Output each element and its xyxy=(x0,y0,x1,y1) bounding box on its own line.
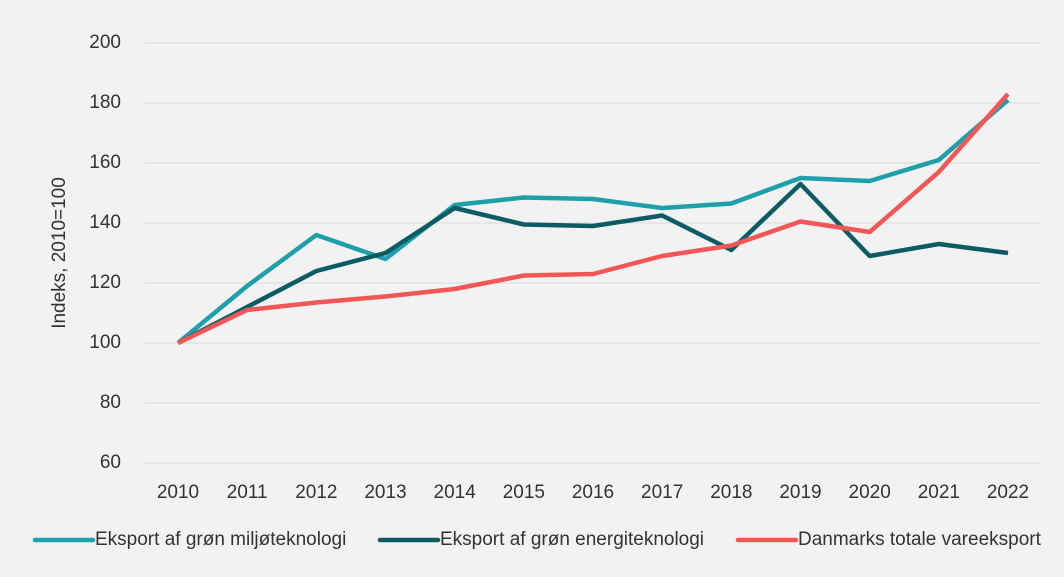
legend-label: Eksport af grøn miljøteknologi xyxy=(95,529,346,550)
y-tick-label: 100 xyxy=(89,332,121,353)
y-tick-label: 120 xyxy=(89,272,121,293)
legend-label: Eksport af grøn energiteknologi xyxy=(440,529,704,550)
x-tick-label: 2015 xyxy=(503,482,545,503)
y-tick-label: 160 xyxy=(89,152,121,173)
x-tick-label: 2020 xyxy=(849,482,891,503)
x-tick-label: 2010 xyxy=(157,482,199,503)
x-tick-label: 2021 xyxy=(918,482,960,503)
x-tick-label: 2013 xyxy=(364,482,406,503)
x-tick-label: 2011 xyxy=(227,482,268,503)
y-axis-label: Indeks, 2010=100 xyxy=(49,177,70,329)
x-tick-label: 2019 xyxy=(779,482,821,503)
x-tick-label: 2014 xyxy=(434,482,477,503)
y-tick-label: 200 xyxy=(89,32,121,53)
x-tick-label: 2016 xyxy=(572,482,614,503)
x-tick-label: 2018 xyxy=(710,482,752,503)
y-tick-label: 140 xyxy=(89,212,121,233)
y-tick-label: 180 xyxy=(89,92,121,113)
x-tick-label: 2017 xyxy=(641,482,683,503)
series-line xyxy=(176,98,1010,345)
y-tick-label: 80 xyxy=(100,392,121,413)
series-line xyxy=(177,92,1010,346)
x-tick-label: 2012 xyxy=(295,482,337,503)
x-tick-label: 2022 xyxy=(987,482,1029,503)
series-line xyxy=(176,181,1009,345)
y-tick-label: 60 xyxy=(100,452,121,473)
legend-label: Danmarks totale vareeksport xyxy=(798,529,1042,550)
